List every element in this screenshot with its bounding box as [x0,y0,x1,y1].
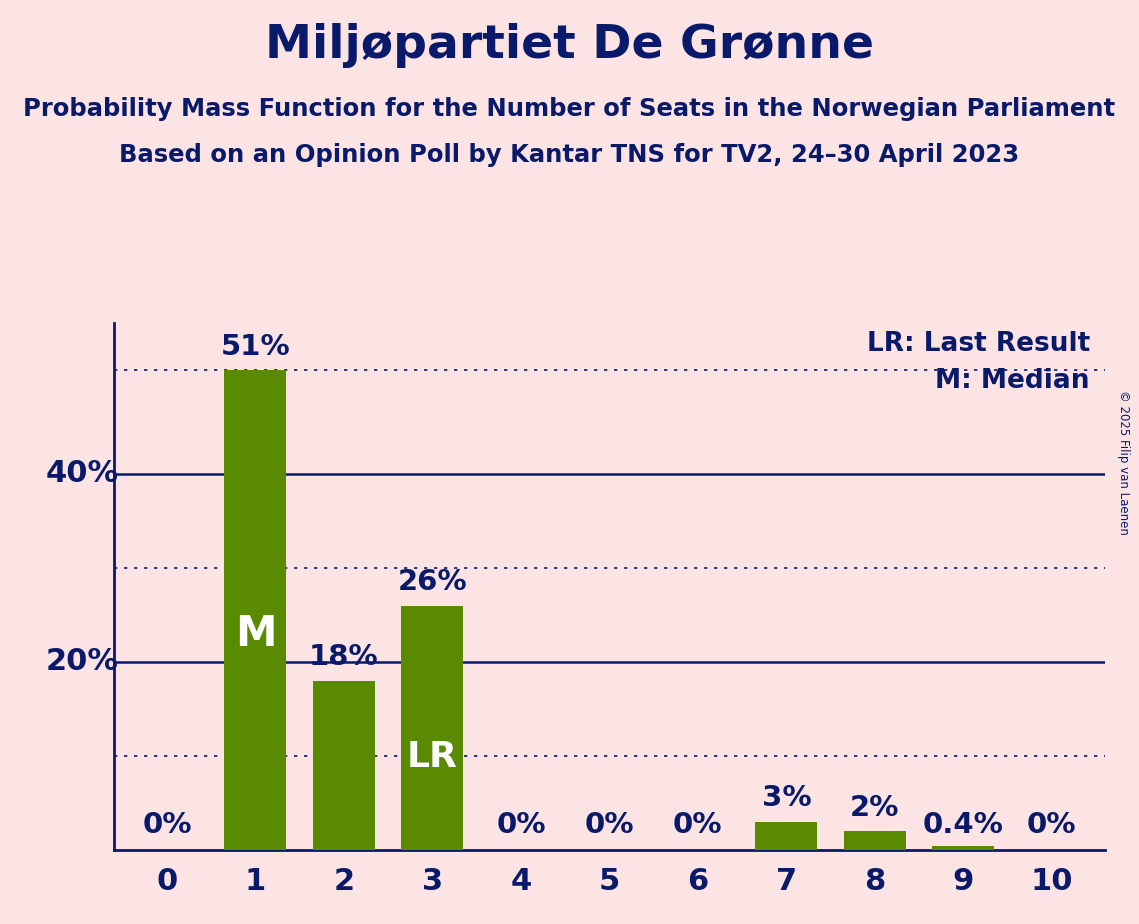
Text: Based on an Opinion Poll by Kantar TNS for TV2, 24–30 April 2023: Based on an Opinion Poll by Kantar TNS f… [120,143,1019,167]
Text: 51%: 51% [221,333,290,361]
Bar [933,846,994,850]
Text: M: M [235,614,277,655]
Bar [755,821,818,850]
Text: Probability Mass Function for the Number of Seats in the Norwegian Parliament: Probability Mass Function for the Number… [24,97,1115,121]
Text: 0%: 0% [497,810,546,839]
Text: © 2025 Filip van Laenen: © 2025 Filip van Laenen [1117,390,1130,534]
Text: 40%: 40% [46,459,118,489]
Text: Miljøpartiet De Grønne: Miljøpartiet De Grønne [265,23,874,68]
Text: 0%: 0% [673,810,722,839]
Bar [844,832,906,850]
Bar [401,605,464,850]
Text: LR: LR [407,740,458,774]
Text: 18%: 18% [309,643,379,672]
Text: 2%: 2% [850,794,900,821]
Text: LR: Last Result: LR: Last Result [867,332,1090,358]
Text: 0.4%: 0.4% [923,810,1003,839]
Text: 26%: 26% [398,568,467,596]
Text: 0%: 0% [584,810,634,839]
Text: M: Median: M: Median [935,368,1090,395]
Text: 0%: 0% [1027,810,1076,839]
Bar [224,371,286,850]
Bar [313,681,375,850]
Text: 20%: 20% [46,648,118,676]
Text: 0%: 0% [142,810,191,839]
Text: 3%: 3% [762,784,811,812]
